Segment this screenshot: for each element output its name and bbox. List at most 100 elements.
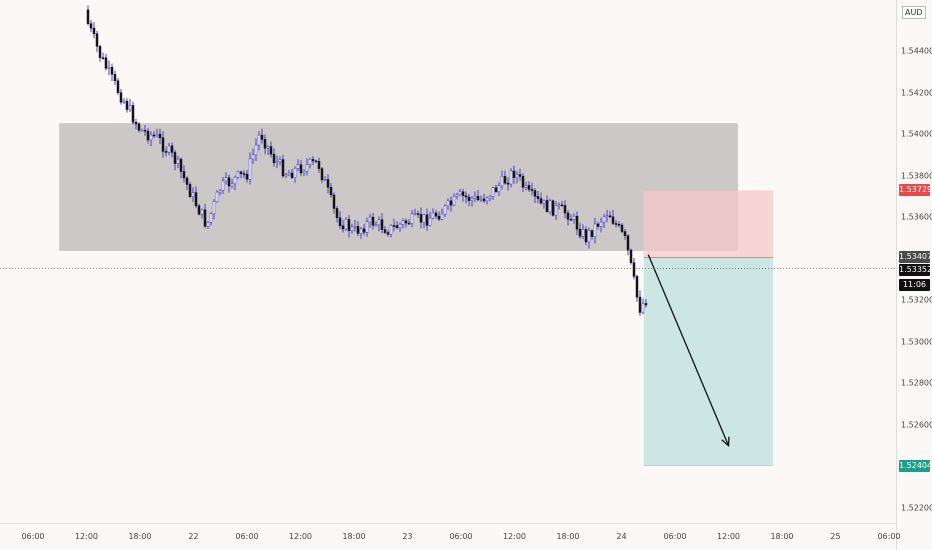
time-tick: 18:00 bbox=[128, 532, 152, 541]
candle bbox=[410, 213, 414, 224]
candle bbox=[524, 185, 528, 188]
time-tick: 06:00 bbox=[877, 532, 901, 541]
candle bbox=[461, 191, 465, 196]
time-tick: 06:00 bbox=[21, 532, 45, 541]
candle bbox=[254, 144, 258, 156]
candle bbox=[440, 213, 444, 220]
candle bbox=[431, 212, 435, 219]
candle bbox=[242, 173, 246, 175]
candle bbox=[386, 232, 390, 235]
price-tick: 1.54400 bbox=[901, 46, 932, 56]
candle bbox=[179, 158, 183, 172]
time-tick: 22 bbox=[188, 532, 199, 541]
candle bbox=[272, 153, 276, 164]
price-axis[interactable]: AUD 1.54400 1.54200 1.54000 1.53800 1.53600 1… bbox=[896, 0, 932, 550]
candle bbox=[308, 159, 312, 165]
candle bbox=[620, 224, 624, 232]
price-chart[interactable] bbox=[0, 0, 896, 523]
arrow-head bbox=[721, 436, 730, 448]
candle bbox=[638, 296, 642, 313]
candle bbox=[434, 212, 438, 217]
candle bbox=[467, 196, 471, 201]
candle bbox=[428, 217, 432, 226]
price-tick: 1.52600 bbox=[901, 420, 932, 430]
candle bbox=[470, 198, 474, 201]
candle bbox=[629, 249, 633, 263]
candle bbox=[539, 198, 543, 204]
time-tick: 18:00 bbox=[342, 532, 366, 541]
candle bbox=[590, 230, 594, 237]
candle bbox=[359, 228, 363, 234]
candle bbox=[113, 74, 117, 82]
candle bbox=[575, 215, 579, 230]
chart-canvas[interactable] bbox=[0, 0, 896, 523]
candle bbox=[305, 164, 309, 172]
candle bbox=[194, 192, 198, 207]
candle bbox=[176, 158, 180, 164]
candle bbox=[203, 209, 207, 227]
candle bbox=[377, 219, 381, 226]
candle bbox=[116, 80, 120, 93]
candle bbox=[92, 27, 96, 34]
currency-label: AUD bbox=[902, 6, 926, 19]
candle bbox=[449, 200, 453, 206]
candle bbox=[593, 223, 597, 237]
candle bbox=[155, 133, 159, 137]
candle bbox=[227, 177, 231, 187]
candle bbox=[644, 303, 648, 306]
candle bbox=[413, 213, 417, 215]
candle bbox=[611, 216, 615, 224]
candle bbox=[536, 196, 540, 199]
candle bbox=[527, 185, 531, 190]
candle bbox=[578, 228, 582, 237]
candle bbox=[494, 187, 498, 192]
candle bbox=[569, 219, 573, 221]
candle bbox=[323, 179, 327, 181]
candle bbox=[197, 205, 201, 215]
candle bbox=[269, 146, 273, 155]
candle bbox=[245, 173, 249, 180]
time-tick: 06:00 bbox=[235, 532, 259, 541]
candle bbox=[497, 185, 501, 192]
candle bbox=[131, 105, 135, 123]
candle bbox=[389, 225, 393, 235]
candle bbox=[311, 159, 315, 162]
candle bbox=[104, 57, 108, 69]
candle bbox=[122, 100, 126, 103]
candle bbox=[152, 134, 156, 137]
candle bbox=[380, 219, 384, 230]
price-tick: 1.53800 bbox=[901, 171, 932, 181]
time-tick: 06:00 bbox=[449, 532, 473, 541]
price-tick: 1.53000 bbox=[901, 337, 932, 347]
candle bbox=[584, 229, 588, 243]
candle bbox=[356, 226, 360, 234]
candle bbox=[263, 139, 267, 149]
candle bbox=[236, 171, 240, 178]
candle bbox=[317, 161, 321, 169]
time-axis[interactable]: 06:00 12:00 18:00 22 06:00 12:00 18:00 23 06:00 1… bbox=[0, 523, 901, 550]
candle bbox=[368, 216, 372, 223]
price-tick: 1.54200 bbox=[901, 88, 932, 98]
candle bbox=[401, 220, 405, 225]
candle bbox=[509, 170, 513, 185]
candle bbox=[170, 145, 174, 153]
candle bbox=[362, 228, 366, 233]
candle bbox=[545, 200, 549, 212]
time-tick: 12:00 bbox=[716, 532, 741, 541]
candle bbox=[338, 217, 342, 226]
candle bbox=[443, 205, 447, 215]
candle bbox=[230, 183, 234, 187]
time-tick: 23 bbox=[402, 532, 413, 541]
candle bbox=[548, 200, 552, 212]
candle bbox=[602, 216, 606, 223]
candle bbox=[596, 223, 600, 227]
candle bbox=[314, 160, 318, 163]
candle bbox=[392, 225, 396, 227]
candle bbox=[572, 215, 576, 220]
time-tick: 12:00 bbox=[502, 532, 527, 541]
candle bbox=[149, 134, 153, 141]
candle bbox=[422, 214, 426, 223]
candle bbox=[419, 214, 423, 223]
candle bbox=[581, 229, 585, 237]
candle bbox=[233, 176, 237, 185]
